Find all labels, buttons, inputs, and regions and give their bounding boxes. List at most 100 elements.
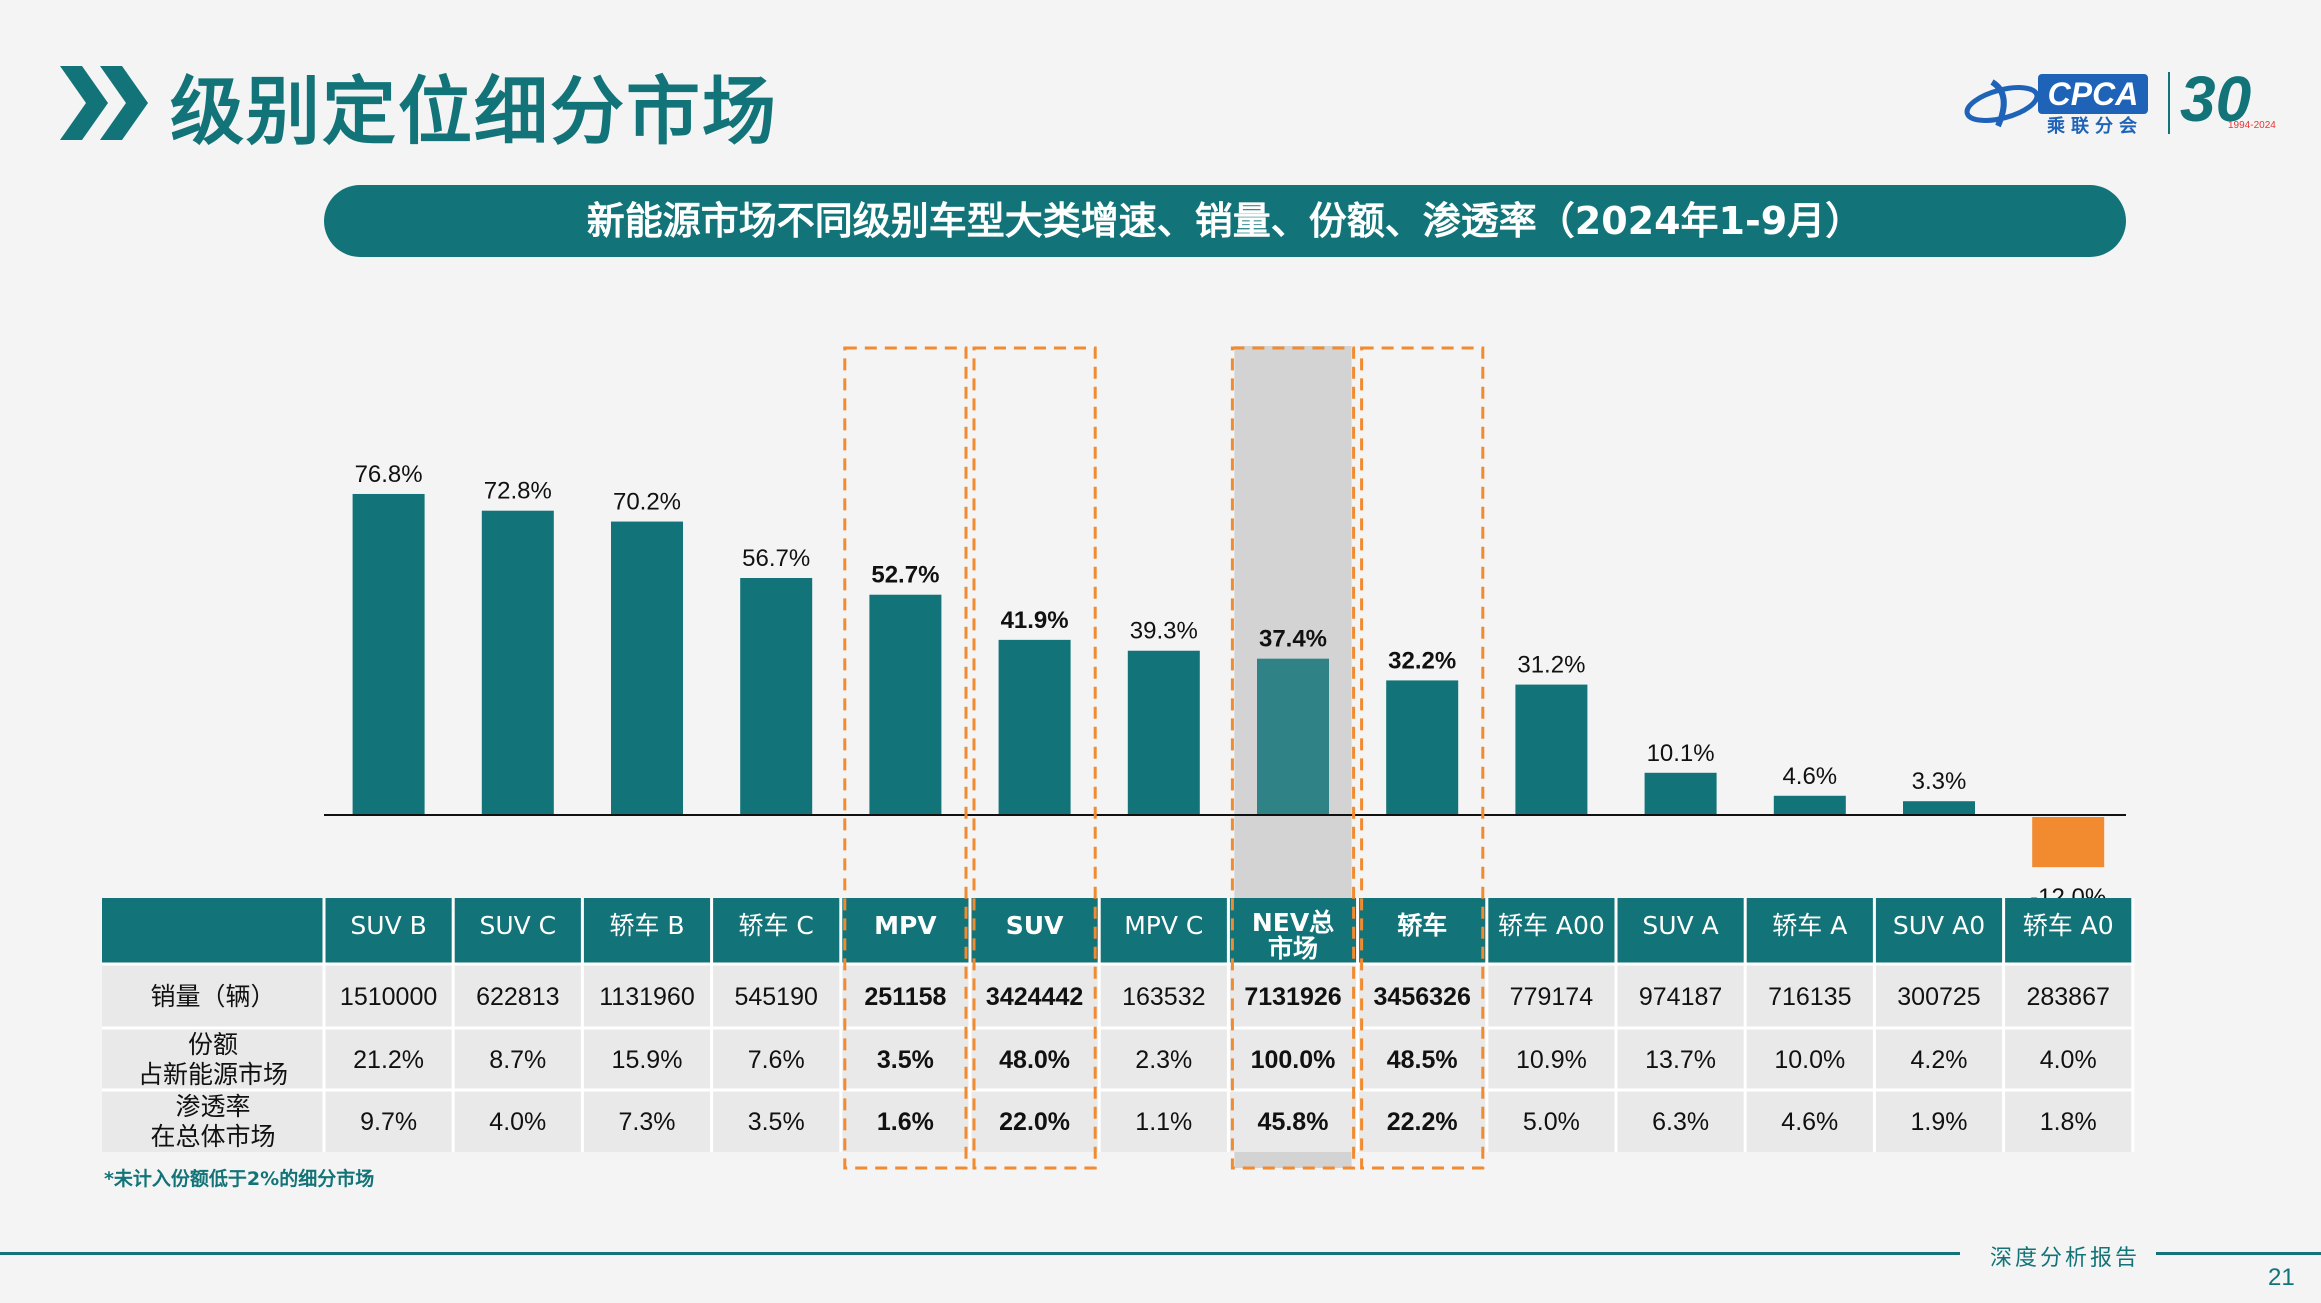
table-cell: 300725 [1897,983,1980,1011]
page-number: 21 [2268,1264,2295,1291]
table-cell: 1.9% [1911,1108,1968,1136]
table-cell: 21.2% [353,1046,424,1074]
anniversary-logo: 30 [2180,63,2252,135]
table-cell: 45.8% [1258,1108,1329,1136]
bar [1127,650,1200,815]
table-cell: 10.9% [1516,1046,1587,1074]
table-cell: 15.9% [612,1046,683,1074]
bar-value-label: 3.3% [1912,768,1967,795]
table-cell: 13.7% [1645,1046,1716,1074]
bar-value-label: 72.8% [484,478,552,505]
table-cell: 7.3% [619,1108,676,1136]
table-row-label: 份额 [188,1030,238,1059]
table-row-label: 在总体市场 [150,1122,275,1151]
table-cell: 1.8% [2040,1108,2097,1136]
logo-divider [2168,72,2170,134]
table-column-header: 轿车 B [609,911,684,940]
title-chevron-icon [60,66,148,140]
table-cell: 7131926 [1244,983,1341,1011]
table-body [102,964,2133,1152]
table-column-header: NEV总 [1252,908,1334,937]
table-cell: 622813 [476,983,559,1011]
table-row-label: 销量（辆） [150,982,275,1011]
page-title: 级别定位细分市场 [170,69,778,155]
table-cell: 545190 [734,983,817,1011]
table-column-header: 轿车 [1397,911,1447,940]
bottom-line-right [2156,1252,2321,1255]
table-cell: 3424442 [986,983,1083,1011]
bar [481,510,554,815]
table-cell: 100.0% [1251,1046,1336,1074]
highlight-dashed-box [843,346,968,1170]
bar [2032,817,2105,868]
table-column-header: 轿车 A [1772,911,1847,940]
bar [1903,801,1975,815]
table-cell: 4.0% [2040,1046,2097,1074]
bar-value-label: 10.1% [1647,740,1715,767]
bar [1257,658,1329,815]
table-column-header: SUV C [479,911,556,940]
table-column-header: 轿车 C [738,911,813,940]
table-cell: 4.0% [489,1108,546,1136]
bar-value-label: 76.8% [355,461,423,488]
bar-value-label: 32.2% [1388,647,1456,674]
bar [611,521,683,815]
table-row-label: 占新能源市场 [138,1060,288,1089]
bar [1515,684,1588,815]
table-cell: 251158 [864,983,946,1011]
report-label: 深度分析报告 [1990,1246,2141,1271]
bar-value-label: 4.6% [1782,763,1837,790]
table-cell: 4.6% [1781,1108,1838,1136]
table-header-row [102,898,2133,964]
bar-value-label: 39.3% [1130,618,1198,645]
bar [1386,680,1459,815]
table-cell: 3.5% [877,1046,934,1074]
table-cell: 716135 [1768,983,1851,1011]
bar [869,594,942,815]
table-column-header: SUV A0 [1893,911,1985,940]
bar-value-label: 56.7% [742,545,810,572]
table-cell: 163532 [1122,983,1205,1011]
table-row-label: 渗透率 [175,1092,250,1121]
table-column-header: SUV A [1642,911,1718,940]
cpca-logo: CPCA [2038,74,2148,114]
highlight-dashed-box [1230,346,1356,1170]
table-cell: 779174 [1510,983,1594,1011]
table-cell: 1510000 [340,983,437,1011]
table-column-header: SUV [1006,911,1064,940]
bottom-line-left [0,1252,1960,1255]
table-column-header: 轿车 A0 [2023,911,2114,940]
anniversary-years: 1994-2024 [2228,120,2276,131]
table-cell: 3.5% [748,1108,805,1136]
table-cell: 1.6% [877,1108,934,1136]
bar-value-label: 52.7% [871,562,939,589]
table-cell: 1131960 [599,983,694,1011]
table-cell: 48.5% [1387,1046,1458,1074]
bar-value-label: 37.4% [1259,626,1327,653]
table-cell: 8.7% [489,1046,546,1074]
table-cell: 283867 [2026,983,2109,1011]
cpca-logo-subtitle: 乘联分会 [2047,116,2143,137]
table-cell: 22.0% [999,1108,1070,1136]
table-cell: 3456326 [1374,983,1471,1011]
highlight-dashed-box [1360,346,1485,1170]
bar [1773,795,1846,815]
table-column-header: MPV C [1124,911,1203,940]
table-column-header: 轿车 A00 [1498,911,1605,940]
table-cell: 974187 [1639,983,1722,1011]
table-cell: 5.0% [1523,1108,1580,1136]
bar [1644,772,1717,815]
highlight-dashed-box [972,346,1097,1170]
table-cell: 2.3% [1135,1046,1192,1074]
bar-value-label: 70.2% [613,489,681,516]
table-cell: 6.3% [1652,1108,1709,1136]
table-cell: 9.7% [360,1108,417,1136]
bar [740,577,813,815]
table-cell: 1.1% [1135,1108,1192,1136]
table-column-header: MPV [874,911,937,940]
bar-value-label: 31.2% [1517,652,1585,679]
cpca-emblem-icon [1964,79,2040,128]
table-column-header: SUV B [350,911,426,940]
bar [998,639,1071,815]
